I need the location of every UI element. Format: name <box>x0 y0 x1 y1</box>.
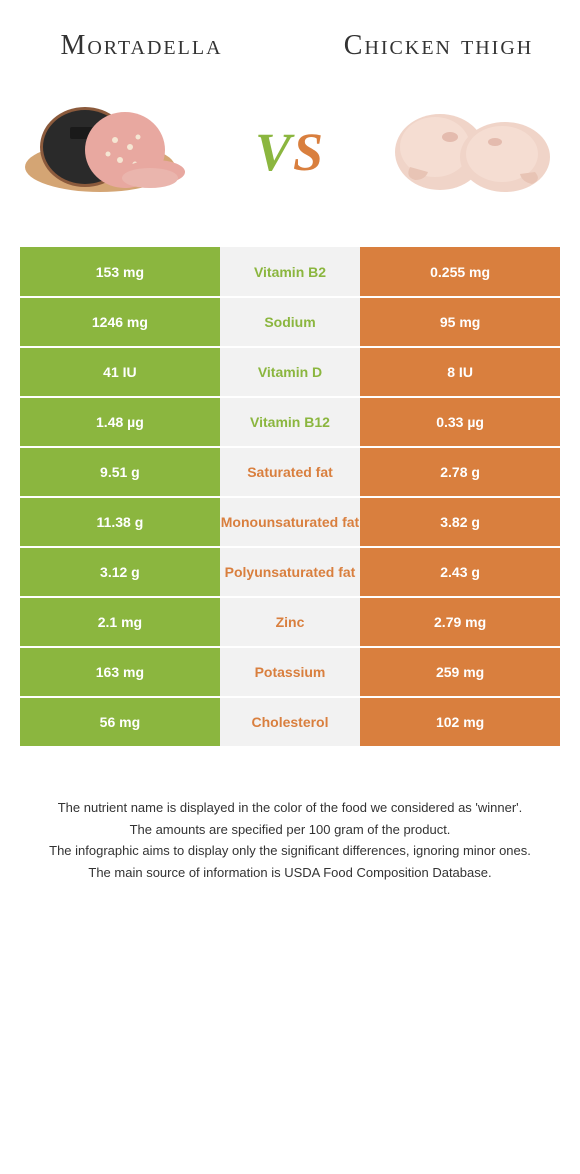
table-row: 163 mgPotassium259 mg <box>20 647 560 697</box>
table-row: 1246 mgSodium95 mg <box>20 297 560 347</box>
left-value: 11.38 g <box>20 497 220 547</box>
left-value: 2.1 mg <box>20 597 220 647</box>
table-row: 41 IUVitamin D8 IU <box>20 347 560 397</box>
nutrient-name: Vitamin B2 <box>220 247 360 297</box>
table-row: 1.48 µgVitamin B120.33 µg <box>20 397 560 447</box>
nutrient-name: Vitamin D <box>220 347 360 397</box>
left-value: 153 mg <box>20 247 220 297</box>
vs-s: S <box>293 122 325 182</box>
right-value: 2.79 mg <box>360 597 560 647</box>
right-value: 0.33 µg <box>360 397 560 447</box>
footer-line-1: The nutrient name is displayed in the co… <box>20 798 560 818</box>
comparison-table: 153 mgVitamin B20.255 mg1246 mgSodium95 … <box>20 247 560 748</box>
table-row: 56 mgCholesterol102 mg <box>20 697 560 747</box>
right-value: 102 mg <box>360 697 560 747</box>
images-row: VS <box>20 87 560 217</box>
left-value: 3.12 g <box>20 547 220 597</box>
footer-notes: The nutrient name is displayed in the co… <box>20 798 560 882</box>
vs-label: VS <box>255 121 325 183</box>
chicken-thigh-image <box>380 87 560 217</box>
mortadella-image <box>20 87 200 217</box>
footer-line-4: The main source of information is USDA F… <box>20 863 560 883</box>
table-row: 153 mgVitamin B20.255 mg <box>20 247 560 297</box>
left-value: 1246 mg <box>20 297 220 347</box>
header: Mortadella Chicken thigh <box>20 30 560 62</box>
nutrient-name: Potassium <box>220 647 360 697</box>
footer-line-3: The infographic aims to display only the… <box>20 841 560 861</box>
nutrient-name: Cholesterol <box>220 697 360 747</box>
footer-line-2: The amounts are specified per 100 gram o… <box>20 820 560 840</box>
nutrient-name: Zinc <box>220 597 360 647</box>
table-row: 2.1 mgZinc2.79 mg <box>20 597 560 647</box>
table-row: 11.38 gMonounsaturated fat3.82 g <box>20 497 560 547</box>
right-value: 95 mg <box>360 297 560 347</box>
left-value: 1.48 µg <box>20 397 220 447</box>
left-value: 41 IU <box>20 347 220 397</box>
left-value: 56 mg <box>20 697 220 747</box>
right-value: 2.43 g <box>360 547 560 597</box>
right-value: 259 mg <box>360 647 560 697</box>
left-food-title: Mortadella <box>20 30 263 62</box>
table-row: 9.51 gSaturated fat2.78 g <box>20 447 560 497</box>
nutrient-name: Saturated fat <box>220 447 360 497</box>
nutrient-name: Sodium <box>220 297 360 347</box>
table-row: 3.12 gPolyunsaturated fat2.43 g <box>20 547 560 597</box>
right-value: 2.78 g <box>360 447 560 497</box>
nutrient-name: Polyunsaturated fat <box>220 547 360 597</box>
left-value: 163 mg <box>20 647 220 697</box>
right-value: 0.255 mg <box>360 247 560 297</box>
vs-v: V <box>255 122 293 182</box>
right-value: 3.82 g <box>360 497 560 547</box>
right-food-title: Chicken thigh <box>317 30 560 62</box>
nutrient-name: Monounsaturated fat <box>220 497 360 547</box>
left-value: 9.51 g <box>20 447 220 497</box>
nutrient-name: Vitamin B12 <box>220 397 360 447</box>
right-value: 8 IU <box>360 347 560 397</box>
